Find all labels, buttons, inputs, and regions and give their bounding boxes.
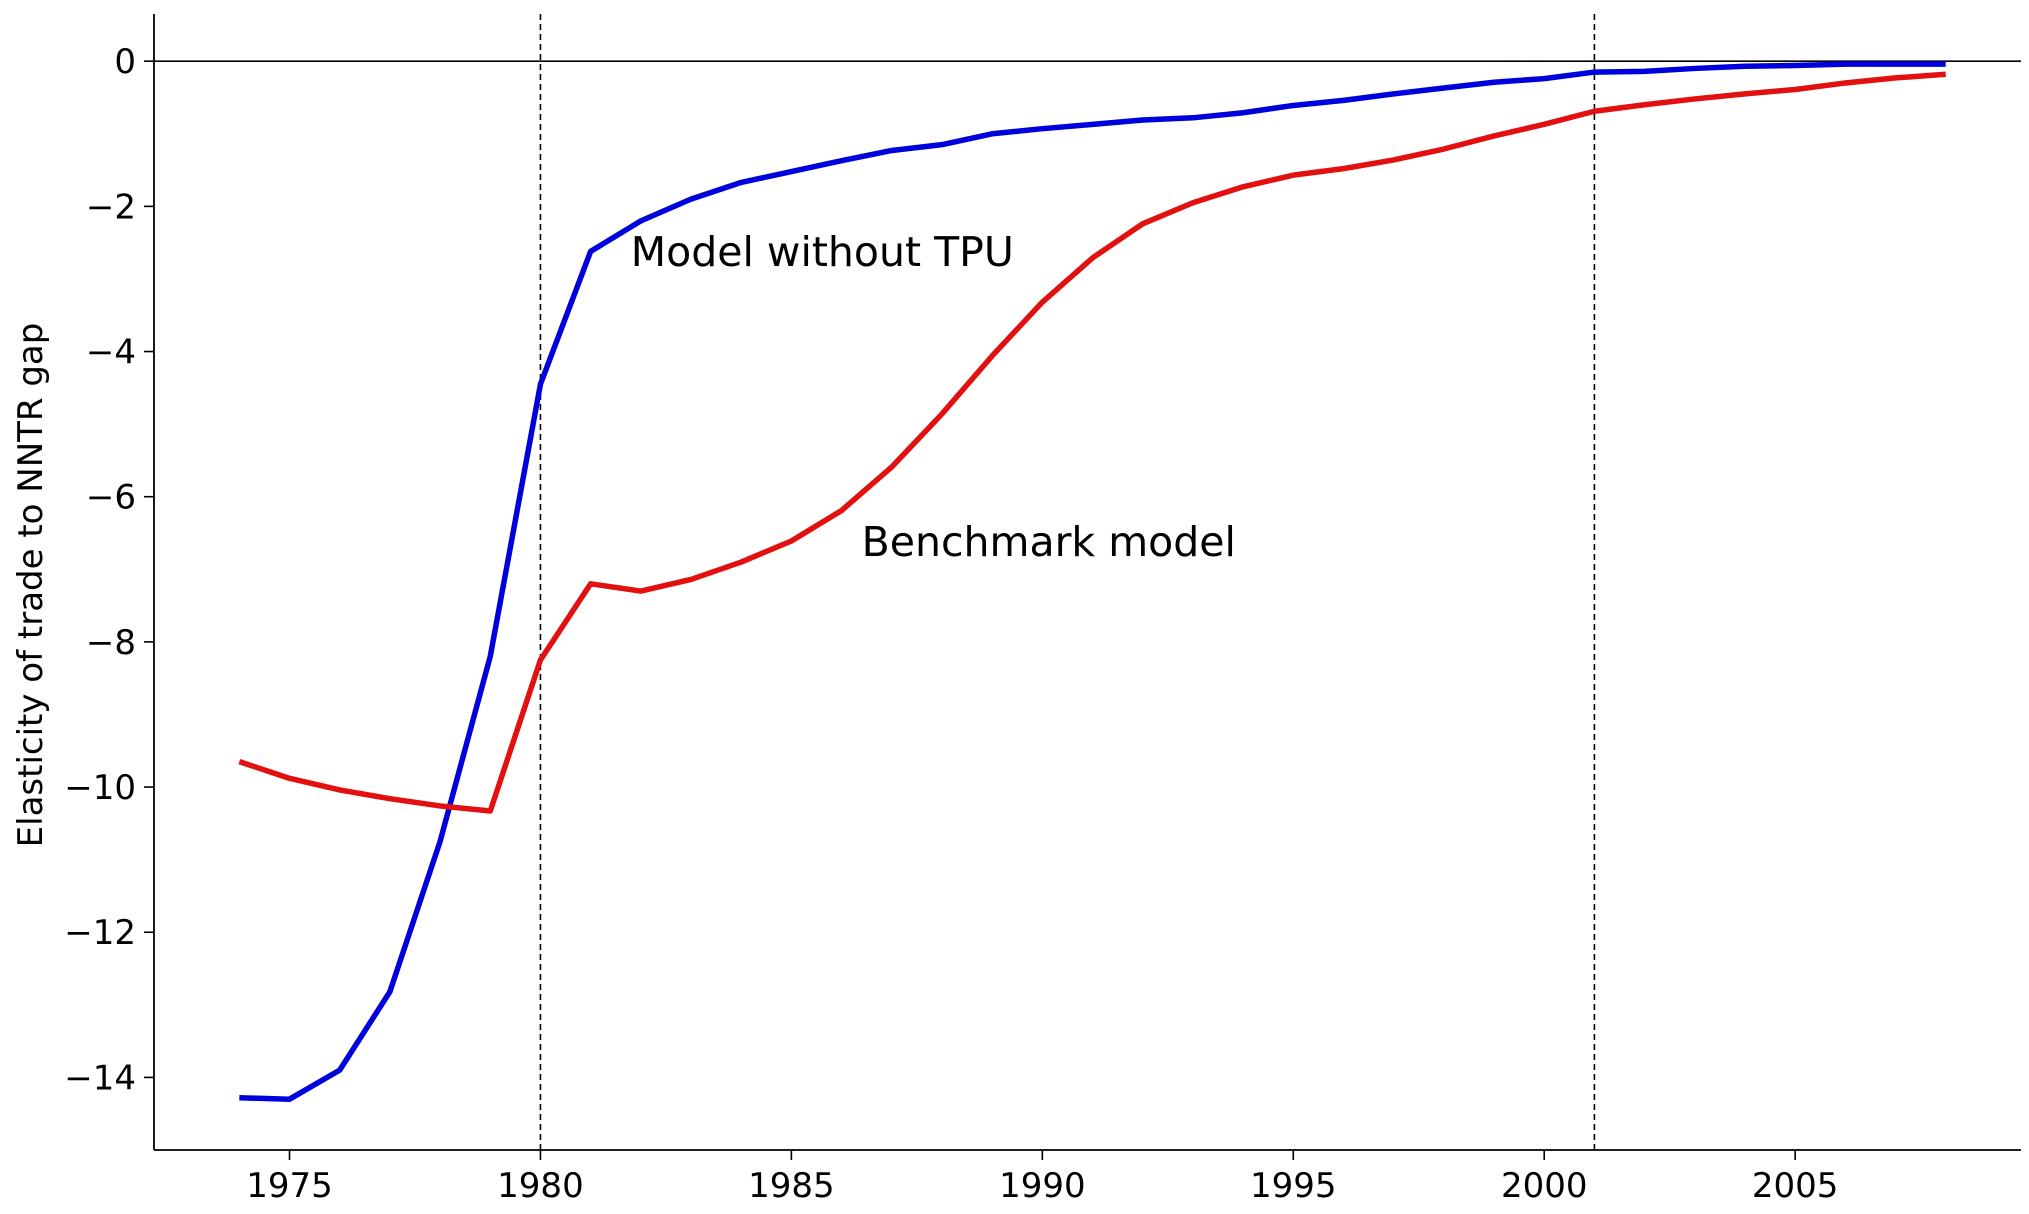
y-tick-label--14: −14 — [64, 1058, 136, 1098]
annotations: Model without TPU Benchmark model — [631, 228, 1236, 566]
x-tick-label-1995: 1995 — [1250, 1166, 1337, 1206]
x-tick-label-1985: 1985 — [748, 1166, 835, 1206]
series-layer — [238, 61, 1946, 1102]
y-tick-label--4: −4 — [86, 333, 136, 373]
y-tick-label--2: −2 — [86, 187, 136, 227]
series-line-1 — [238, 71, 1946, 814]
x-tick-label-2005: 2005 — [1752, 1166, 1839, 1206]
axes: 1975 1980 1985 1990 1995 2000 2005 0 −2 −4 −6 −8 −10… — [64, 14, 2021, 1206]
y-tick-label--8: −8 — [86, 623, 136, 663]
x-tick-label-2000: 2000 — [1501, 1166, 1588, 1206]
y-tick-label--6: −6 — [86, 478, 136, 518]
y-tick-label--10: −10 — [64, 768, 136, 808]
x-tick-label-1990: 1990 — [999, 1166, 1086, 1206]
reference-lines — [154, 14, 2021, 1150]
annotation-0: Model without TPU — [631, 228, 1014, 276]
x-tick-label-1975: 1975 — [246, 1166, 333, 1206]
annotation-1: Benchmark model — [862, 518, 1236, 566]
y-tick-label-0: 0 — [114, 42, 136, 82]
y-tick-label--12: −12 — [64, 913, 136, 953]
series-line-0 — [239, 61, 1946, 1102]
y-axis-label: Elasticity of trade to NNTR gap — [11, 323, 51, 848]
x-tick-label-1980: 1980 — [497, 1166, 584, 1206]
